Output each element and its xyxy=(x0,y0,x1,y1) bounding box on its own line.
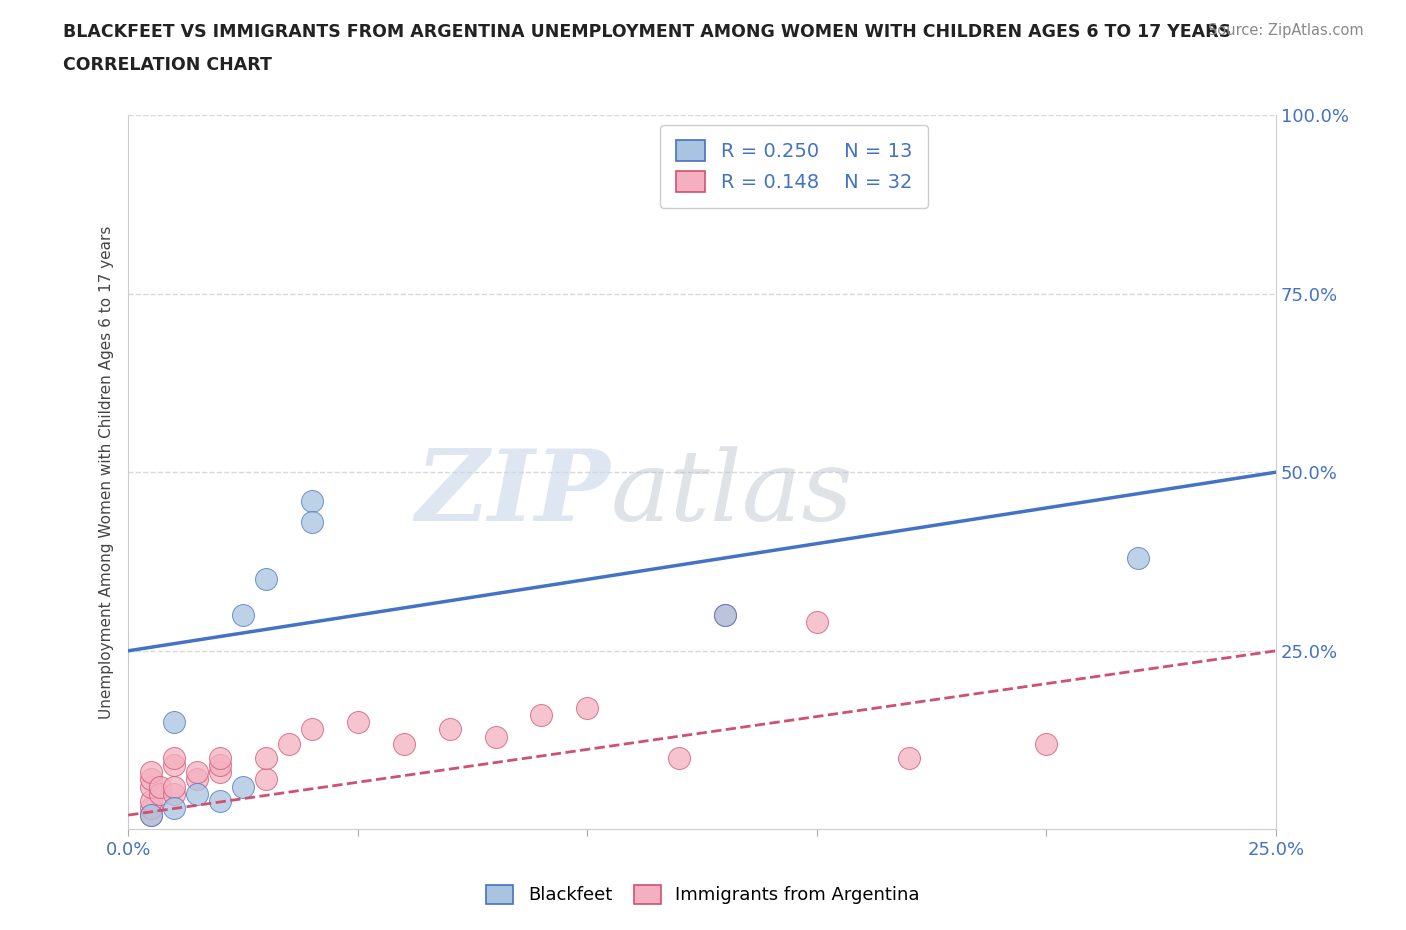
Point xyxy=(149,779,172,794)
Point xyxy=(254,772,277,787)
Point xyxy=(141,779,163,794)
Point xyxy=(163,801,186,816)
Point xyxy=(232,779,254,794)
Point xyxy=(209,764,232,779)
Point xyxy=(759,129,782,144)
Point xyxy=(668,751,690,765)
Point xyxy=(141,793,163,808)
Point xyxy=(1128,551,1150,565)
Text: atlas: atlas xyxy=(610,446,853,541)
Point xyxy=(141,764,163,779)
Point xyxy=(530,708,553,723)
Point xyxy=(254,751,277,765)
Point xyxy=(141,772,163,787)
Point xyxy=(714,607,737,622)
Y-axis label: Unemployment Among Women with Children Ages 6 to 17 years: Unemployment Among Women with Children A… xyxy=(100,225,114,719)
Point xyxy=(163,751,186,765)
Point xyxy=(163,758,186,773)
Point xyxy=(186,786,208,801)
Point xyxy=(714,607,737,622)
Point xyxy=(806,615,828,630)
Point xyxy=(141,807,163,822)
Text: ZIP: ZIP xyxy=(415,445,610,542)
Point xyxy=(186,764,208,779)
Point xyxy=(141,807,163,822)
Point xyxy=(141,801,163,816)
Point xyxy=(254,572,277,587)
Point xyxy=(439,722,461,737)
Point xyxy=(484,729,506,744)
Point xyxy=(301,722,323,737)
Legend: Blackfeet, Immigrants from Argentina: Blackfeet, Immigrants from Argentina xyxy=(479,878,927,911)
Point xyxy=(149,786,172,801)
Legend: R = 0.250    N = 13, R = 0.148    N = 32: R = 0.250 N = 13, R = 0.148 N = 32 xyxy=(661,125,928,208)
Point xyxy=(301,493,323,508)
Point xyxy=(209,758,232,773)
Point xyxy=(163,779,186,794)
Point xyxy=(897,751,920,765)
Text: Source: ZipAtlas.com: Source: ZipAtlas.com xyxy=(1208,23,1364,38)
Point xyxy=(576,700,599,715)
Point xyxy=(301,515,323,530)
Text: BLACKFEET VS IMMIGRANTS FROM ARGENTINA UNEMPLOYMENT AMONG WOMEN WITH CHILDREN AG: BLACKFEET VS IMMIGRANTS FROM ARGENTINA U… xyxy=(63,23,1232,41)
Text: CORRELATION CHART: CORRELATION CHART xyxy=(63,56,273,73)
Point xyxy=(1035,737,1057,751)
Point xyxy=(392,737,415,751)
Point xyxy=(163,715,186,730)
Point xyxy=(232,607,254,622)
Point xyxy=(346,715,368,730)
Point xyxy=(209,793,232,808)
Point xyxy=(186,772,208,787)
Point xyxy=(277,737,299,751)
Point xyxy=(163,786,186,801)
Point xyxy=(209,751,232,765)
